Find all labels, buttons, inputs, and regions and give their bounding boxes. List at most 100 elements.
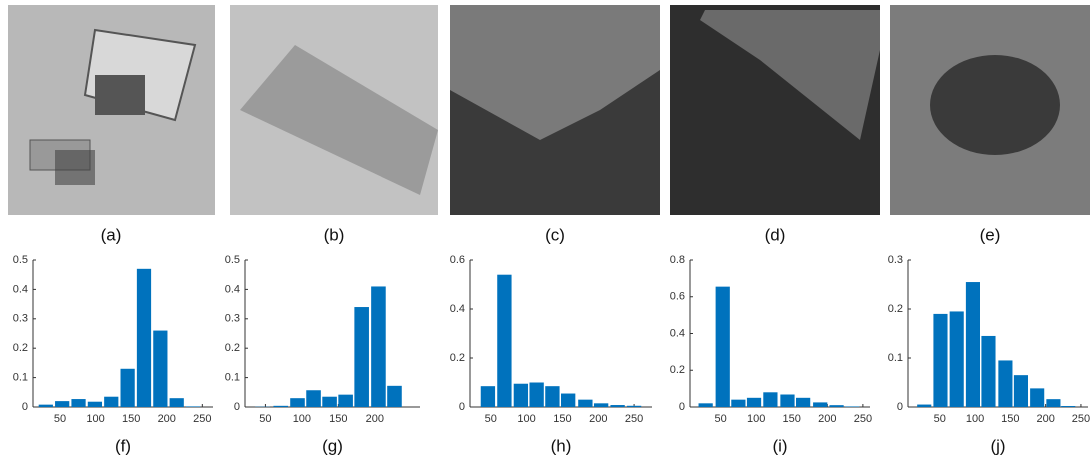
bar (497, 275, 511, 407)
bar (1046, 399, 1060, 407)
bar (917, 405, 931, 407)
y-tick-label: 0.4 (450, 303, 465, 315)
y-tick-label: 0.3 (888, 254, 903, 266)
y-tick-label: 0.4 (670, 327, 685, 339)
bar (71, 399, 85, 407)
y-tick-label: 0.4 (13, 283, 28, 295)
bar (578, 400, 592, 407)
bar (594, 403, 608, 407)
bar (829, 405, 843, 407)
image-caption: (e) (980, 225, 1001, 244)
x-tick-label: 150 (1001, 413, 1019, 425)
image-caption: (c) (545, 225, 565, 244)
bar (371, 286, 386, 407)
chart-caption: (j) (990, 436, 1005, 455)
chart-caption: (i) (772, 436, 787, 455)
x-tick-label: 50 (934, 413, 946, 425)
chart-caption: (h) (551, 436, 572, 455)
y-tick-label: 0.1 (888, 352, 903, 364)
y-tick-label: 0.4 (225, 283, 240, 295)
bar (845, 406, 859, 407)
bar (121, 369, 135, 407)
bar (387, 386, 402, 407)
y-tick-label: 0.1 (225, 372, 240, 384)
y-tick-label: 0 (459, 401, 465, 413)
y-tick-label: 0.6 (670, 291, 685, 303)
x-tick-label: 150 (783, 413, 801, 425)
bar (338, 395, 353, 407)
y-tick-label: 0.3 (13, 313, 28, 325)
bar (1061, 406, 1075, 407)
x-tick-label: 100 (747, 413, 765, 425)
bar (104, 397, 118, 407)
y-tick-label: 0.2 (225, 342, 240, 354)
bar (545, 386, 559, 407)
image-a (8, 5, 215, 215)
y-tick-label: 0.6 (450, 254, 465, 266)
x-tick-label: 250 (193, 413, 211, 425)
bar (1014, 375, 1028, 407)
y-tick-label: 0.8 (670, 254, 685, 266)
bar (273, 406, 288, 407)
bar (763, 392, 777, 407)
bar (170, 398, 184, 407)
image-caption: (a) (101, 225, 122, 244)
bar (813, 402, 827, 407)
y-tick-label: 0 (234, 401, 240, 413)
bar (998, 360, 1012, 407)
bar (290, 398, 305, 407)
x-tick-label: 100 (517, 413, 535, 425)
x-tick-label: 50 (485, 413, 497, 425)
x-tick-label: 200 (366, 413, 384, 425)
x-tick-label: 200 (589, 413, 607, 425)
figure: (a) (b) (c) (d) (e) 0 0.1 0.2 0.3 0.4 0.5 50 100 150 2… (0, 0, 1090, 461)
bar (306, 390, 321, 407)
x-tick-label: 150 (122, 413, 140, 425)
bar (950, 311, 964, 407)
y-tick-label: 0.3 (225, 313, 240, 325)
bar (39, 405, 53, 407)
bar (981, 336, 995, 407)
bar (55, 401, 69, 407)
y-tick-label: 0.2 (13, 342, 28, 354)
bar (731, 400, 745, 407)
bar (699, 403, 713, 407)
y-tick-label: 0.5 (225, 254, 240, 266)
bar (137, 269, 151, 407)
chart-caption: (f) (115, 436, 131, 455)
x-tick-label: 250 (854, 413, 872, 425)
bar (1030, 388, 1044, 407)
y-tick-label: 0 (22, 401, 28, 413)
image-caption: (b) (324, 225, 345, 244)
bar (88, 402, 102, 407)
bar (610, 405, 624, 407)
image-e (890, 5, 1090, 215)
x-tick-label: 200 (1036, 413, 1054, 425)
x-tick-label: 150 (329, 413, 347, 425)
chart-caption: (g) (322, 436, 343, 455)
bar (966, 282, 980, 407)
x-tick-label: 50 (54, 413, 66, 425)
image-caption: (d) (765, 225, 786, 244)
bar (529, 383, 543, 408)
x-tick-label: 50 (259, 413, 271, 425)
x-tick-label: 100 (86, 413, 104, 425)
bar (322, 397, 337, 407)
bar (796, 398, 810, 407)
bar (153, 331, 167, 407)
x-tick-label: 50 (714, 413, 726, 425)
bar (933, 314, 947, 407)
x-tick-label: 200 (818, 413, 836, 425)
x-tick-label: 100 (966, 413, 984, 425)
bar (627, 406, 641, 407)
bar (780, 395, 794, 407)
bar (354, 307, 369, 407)
x-tick-label: 250 (625, 413, 643, 425)
bar (747, 398, 761, 407)
x-tick-label: 250 (1072, 413, 1090, 425)
bar (186, 406, 200, 407)
x-tick-label: 150 (553, 413, 571, 425)
bar (716, 287, 730, 407)
image-d (670, 5, 880, 215)
y-tick-label: 0.2 (670, 364, 685, 376)
